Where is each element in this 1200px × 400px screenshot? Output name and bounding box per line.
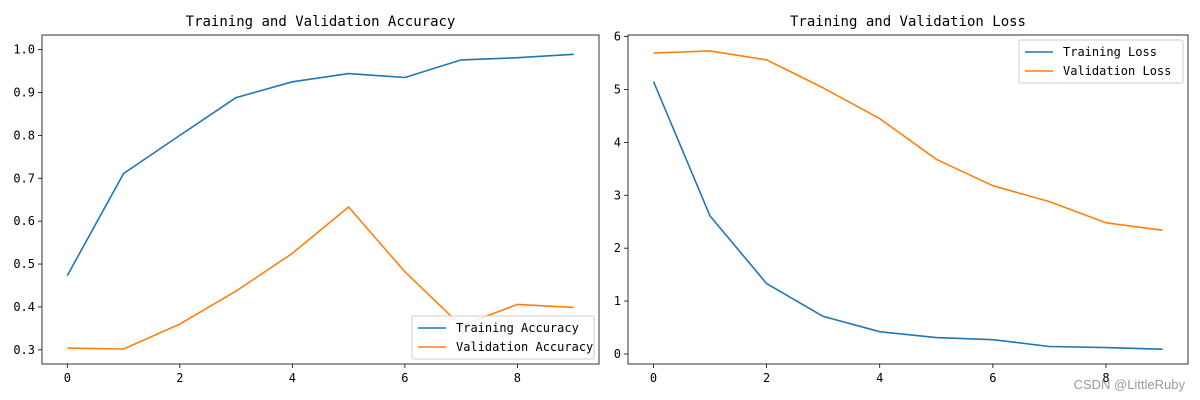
legend: Training Accuracy Validation Accuracy (411, 315, 595, 360)
x-tick-label: 2 (176, 371, 183, 385)
chart-title: Training and Validation Accuracy (186, 14, 456, 30)
y-tick-label: 3 (614, 188, 621, 202)
y-tick-label: 0.7 (13, 171, 35, 185)
legend-box (1018, 39, 1184, 84)
series-line-1 (66, 53, 574, 276)
series-line-1 (652, 81, 1163, 350)
y-tick-label: 6 (614, 30, 621, 44)
x-tick-label: 6 (989, 371, 996, 385)
x-tick-label: 0 (650, 371, 657, 385)
y-tick-label: 1.0 (13, 43, 35, 57)
legend: Training Loss Validation Loss (1018, 39, 1184, 84)
legend-label: Training Accuracy (456, 321, 579, 335)
chart-title: Training and Validation Loss (790, 14, 1026, 30)
y-tick-label: 2 (614, 241, 621, 255)
x-tick-label: 0 (64, 371, 71, 385)
x-tick-label: 4 (289, 371, 296, 385)
y-tick-label: 0 (614, 347, 621, 361)
watermark-text: CSDN @LittleRuby (1074, 377, 1186, 392)
legend-box (411, 315, 595, 360)
axes-frame (41, 34, 600, 365)
legend-label: Validation Accuracy (456, 340, 593, 354)
axes-frame (627, 34, 1189, 365)
chart-2: Training and Validation Loss 0 2 4 6 8 0 1 2 3 4 5 6… (614, 14, 1189, 385)
x-tick-label: 8 (1102, 371, 1109, 385)
y-tick-label: 0.8 (13, 128, 35, 142)
x-tick-label: 6 (401, 371, 408, 385)
y-tick-label: 0.4 (13, 300, 35, 314)
legend-label: Validation Loss (1063, 64, 1171, 78)
y-tick-label: 4 (614, 135, 621, 149)
y-tick-label: 0.9 (13, 85, 35, 99)
x-tick-label: 2 (763, 371, 770, 385)
y-tick-label: 1 (614, 294, 621, 308)
x-tick-label: 4 (876, 371, 883, 385)
y-tick-label: 5 (614, 82, 621, 96)
y-tick-label: 0.6 (13, 214, 35, 228)
legend-label: Training Loss (1063, 45, 1157, 59)
series-line-2 (653, 50, 1163, 231)
y-tick-label: 0.5 (13, 257, 35, 271)
series-line-2 (67, 206, 574, 350)
y-tick-label: 0.3 (13, 343, 35, 357)
x-tick-label: 8 (514, 371, 521, 385)
chart-1: Training and Validation Accuracy 0 2 4 6 8 0.3… (13, 14, 600, 385)
